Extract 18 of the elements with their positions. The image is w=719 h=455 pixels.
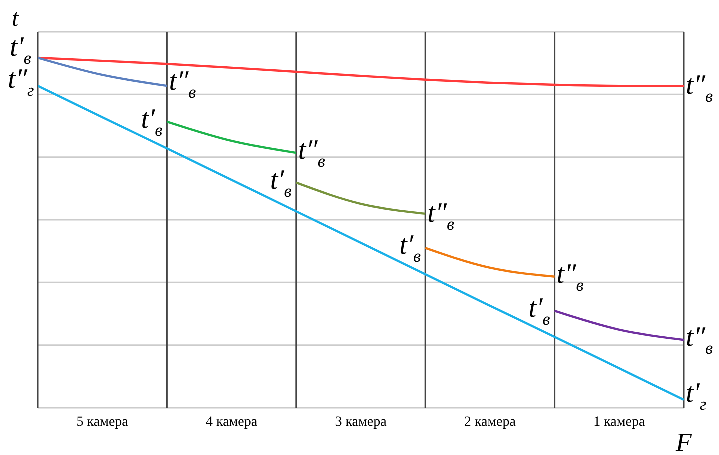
annotation: t′$_{в}$ [270,164,292,200]
annotation: t″$_{в}$ [556,258,584,295]
x-axis-title: F [675,428,693,455]
annotation: t′$_{в}$ [400,230,422,266]
y-axis-title: t [12,6,20,32]
x-tick-label: 2 камера [464,414,517,430]
x-tick-label: 5 камера [76,414,130,430]
annotation: t′$_{в}$ [141,104,164,140]
x-tick-label: 3 камера [335,414,388,430]
annotation: t″$_{в}$ [169,66,197,102]
annotation: t″$_{в}$ [298,135,326,171]
text: t′$_{г}$ [686,378,707,414]
annotation: t″$_{в}$ [428,198,456,234]
x-tick-label: 4 камера [206,414,258,430]
text: t″$_{в}$ [686,70,714,106]
text: t″$_{в}$ [686,322,714,358]
x-tick-label: 1 камера [594,414,646,430]
annotation: t′$_{в}$ [528,293,551,329]
